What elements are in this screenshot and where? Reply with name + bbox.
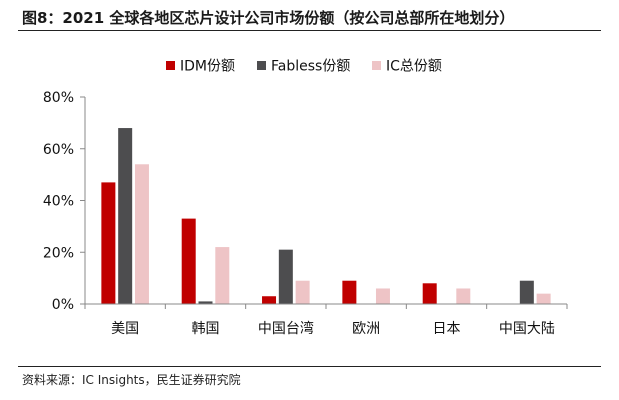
- legend-label-3: IC总份额: [386, 59, 442, 75]
- legend-label-1: IDM份额: [180, 59, 235, 75]
- bar-3-6: [536, 293, 551, 304]
- legend-swatch-2: [257, 61, 266, 70]
- x-tick-label-2: 韩国: [192, 321, 220, 337]
- bar-1-4: [342, 280, 357, 304]
- x-tick-label-4: 欧洲: [352, 321, 380, 337]
- legend-label-2: Fabless份额: [271, 59, 350, 75]
- bar-2-3: [278, 249, 293, 304]
- bar-1-5: [422, 283, 437, 304]
- footer-rule: [18, 366, 601, 367]
- bar-3-4: [375, 288, 390, 304]
- bar-2-1: [118, 128, 133, 304]
- y-tick-label-0: 0%: [52, 297, 74, 313]
- title-rule: [18, 30, 601, 31]
- source-note: 资料来源：IC Insights，民生证券研究院: [22, 373, 241, 387]
- bar-2-2: [198, 301, 213, 304]
- bar-3-2: [215, 247, 230, 304]
- bar-3-1: [134, 164, 149, 304]
- legend-swatch-1: [166, 61, 175, 70]
- bar-2-6: [519, 280, 534, 304]
- bar-1-2: [181, 218, 196, 304]
- y-tick-label-3: 60%: [43, 142, 74, 158]
- x-tick-label-3: 中国台湾: [258, 320, 314, 337]
- legend-swatch-3: [372, 61, 381, 70]
- bar-series: [101, 128, 551, 304]
- y-axis: 0% 20% 40% 60% 80%: [43, 90, 86, 313]
- figure-title: 图8：2021 全球各地区芯片设计公司市场份额（按公司总部所在地划分）: [22, 9, 515, 27]
- y-tick-label-1: 20%: [43, 245, 74, 261]
- x-tick-label-5: 日本: [433, 321, 461, 337]
- bar-3-5: [456, 288, 471, 304]
- y-tick-label-4: 80%: [43, 90, 74, 106]
- x-tick-label-6: 中国大陆: [499, 321, 555, 337]
- x-tick-label-1: 美国: [111, 321, 139, 337]
- bar-1-3: [262, 296, 277, 304]
- x-axis: 美国 韩国 中国台湾 欧洲 日本 中国大陆: [84, 303, 568, 337]
- y-tick-label-2: 40%: [43, 194, 74, 210]
- chart-legend: IDM份额 Fabless份额 IC总份额: [166, 59, 442, 75]
- bar-1-1: [101, 182, 116, 304]
- bar-3-3: [295, 280, 310, 304]
